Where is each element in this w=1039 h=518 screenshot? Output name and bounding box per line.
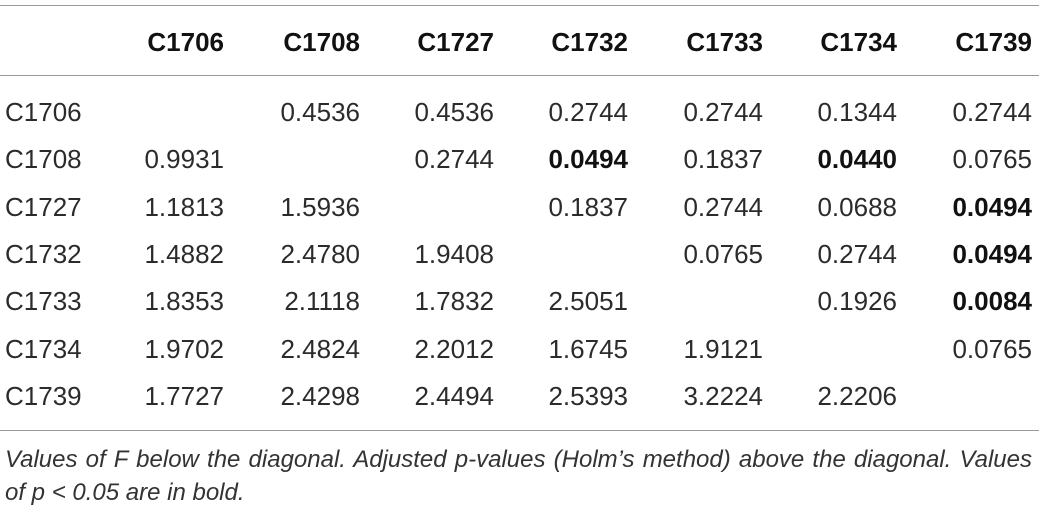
cell-value: 0.1926 xyxy=(817,286,897,317)
top-rule xyxy=(0,5,1039,6)
cell-value: 1.6745 xyxy=(548,333,628,364)
column-header: C1733 xyxy=(686,27,763,57)
cell-value: 2.4494 xyxy=(414,380,494,411)
cell-value: 0.4536 xyxy=(280,97,360,127)
cell-value: 1.8353 xyxy=(144,286,224,317)
cell-value: 1.5936 xyxy=(280,191,360,222)
cell-value: 1.1813 xyxy=(144,191,224,222)
cell-value: 0.1837 xyxy=(683,144,763,175)
column-header: C1727 xyxy=(417,27,494,57)
cell-value: 0.9931 xyxy=(144,144,224,175)
row-label: C1727 xyxy=(5,191,82,222)
column-header: C1734 xyxy=(820,27,897,57)
cell-value: 1.4882 xyxy=(144,238,224,269)
cell-value: 1.9121 xyxy=(683,333,763,364)
cell-value: 0.2744 xyxy=(414,144,494,175)
cell-value: 0.2744 xyxy=(548,97,628,127)
cell-value: 2.2206 xyxy=(817,380,897,411)
cell-value: 0.0440 xyxy=(817,144,897,175)
cell-value: 0.4536 xyxy=(414,97,494,127)
cell-value: 1.9702 xyxy=(144,333,224,364)
cell-value: 0.0688 xyxy=(817,191,897,222)
row-label: C1706 xyxy=(5,97,82,127)
cell-value: 2.1118 xyxy=(284,286,360,317)
header-rule xyxy=(0,75,1039,76)
cell-value: 0.2744 xyxy=(683,191,763,222)
cell-value: 1.7727 xyxy=(144,380,224,411)
column-header: C1732 xyxy=(551,27,628,57)
cell-value: 0.1837 xyxy=(548,191,628,222)
column-header: C1739 xyxy=(955,27,1032,57)
cell-value: 0.2744 xyxy=(817,238,897,269)
cell-value: 2.5051 xyxy=(548,286,628,317)
cell-value: 0.0765 xyxy=(952,333,1032,364)
cell-value: 1.9408 xyxy=(414,238,494,269)
footnote: Values of F below the diagonal. Adjusted… xyxy=(5,446,1032,506)
cell-value: 0.2744 xyxy=(952,97,1032,127)
row-label: C1733 xyxy=(5,286,82,317)
row-label: C1739 xyxy=(5,380,82,411)
column-header: C1706 xyxy=(147,27,224,57)
cell-value: 2.2012 xyxy=(414,333,494,364)
cell-value: 2.4824 xyxy=(280,333,360,364)
cell-value: 0.2744 xyxy=(683,97,763,127)
cell-value: 2.4780 xyxy=(280,238,360,269)
cell-value: 1.7832 xyxy=(414,286,494,317)
cell-value: 0.0765 xyxy=(683,238,763,269)
row-label: C1708 xyxy=(5,144,82,175)
row-label: C1732 xyxy=(5,238,82,269)
cell-value: 3.2224 xyxy=(683,380,763,411)
cell-value: 2.5393 xyxy=(548,380,628,411)
column-header: C1708 xyxy=(283,27,360,57)
cell-value: 2.4298 xyxy=(280,380,360,411)
cell-value: 0.0494 xyxy=(952,191,1032,222)
row-label: C1734 xyxy=(5,333,82,364)
bottom-rule xyxy=(0,430,1039,431)
cell-value: 0.0765 xyxy=(952,144,1032,175)
cell-value: 0.0494 xyxy=(952,238,1032,269)
cell-value: 0.0084 xyxy=(952,286,1032,317)
cell-value: 0.1344 xyxy=(817,97,897,127)
cell-value: 0.0494 xyxy=(548,144,628,175)
